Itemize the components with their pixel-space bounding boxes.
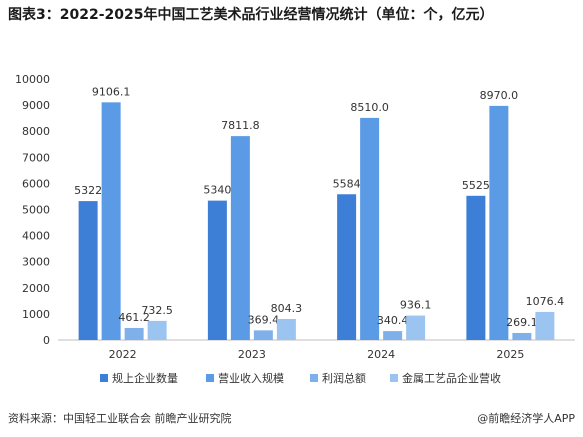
bar	[383, 331, 403, 340]
y-tick-label: 4000	[22, 230, 50, 243]
bar	[101, 102, 121, 341]
data-label: 8970.0	[480, 89, 519, 102]
data-label: 936.1	[400, 299, 432, 312]
bar	[230, 136, 250, 340]
data-label: 1076.4	[526, 295, 565, 308]
bar	[147, 320, 167, 340]
bar	[337, 194, 357, 340]
data-label: 9106.1	[92, 85, 131, 98]
data-label: 269.1	[506, 316, 538, 329]
x-tick-label: 2022	[109, 348, 137, 361]
data-label: 5322	[74, 184, 102, 197]
bar	[78, 201, 98, 340]
source-note: 资料来源：中国轻工业联合会 前瞻产业研究院	[8, 412, 232, 425]
x-tick-label: 2025	[496, 348, 524, 361]
data-label: 7811.8	[221, 119, 260, 132]
y-tick-label: 1000	[22, 308, 50, 321]
bar-chart: 0 1000 2000 3000 4000 5000 6000 7000 8000 9000 100…	[15, 73, 575, 385]
data-label: 804.3	[271, 302, 303, 315]
legend-label: 利润总额	[322, 371, 366, 385]
y-tick-label: 3000	[22, 256, 50, 269]
footer: 资料来源：中国轻工业联合会 前瞻产业研究院 @前瞻经济学人APP	[8, 410, 575, 426]
legend-label: 金属工艺品企业营收	[402, 371, 501, 385]
data-label: 8510.0	[350, 101, 389, 114]
bar	[124, 327, 144, 340]
x-tick-label: 2024	[367, 348, 395, 361]
data-label: 5340	[203, 184, 231, 197]
bar	[535, 311, 555, 340]
legend-label: 规上企业数量	[112, 371, 178, 385]
legend-swatch	[390, 374, 398, 382]
chart-title: 图表3：2022-2025年中国工艺美术品行业经营情况统计（单位：个，亿元）	[8, 7, 494, 23]
legend-swatch	[206, 374, 214, 382]
y-tick-label: 6000	[22, 177, 50, 190]
data-label: 5525	[462, 179, 490, 192]
x-tick-label: 2023	[238, 348, 266, 361]
y-tick-label: 8000	[22, 125, 50, 138]
bar	[207, 200, 227, 340]
data-label: 732.5	[141, 304, 173, 317]
brand-credit: @前瞻经济学人APP	[477, 412, 575, 425]
y-tick-label: 0	[43, 334, 50, 347]
bar	[512, 332, 532, 340]
bar	[489, 105, 509, 341]
bar	[360, 117, 380, 340]
y-tick-label: 7000	[22, 151, 50, 164]
legend-swatch	[100, 374, 108, 382]
data-label: 340.4	[377, 314, 409, 327]
data-label: 5584	[333, 177, 361, 190]
y-tick-label: 10000	[15, 73, 50, 86]
bar	[276, 319, 296, 340]
data-label: 461.2	[118, 311, 150, 324]
bar	[406, 315, 426, 340]
bar	[253, 330, 273, 340]
y-tick-label: 9000	[22, 99, 50, 112]
y-tick-label: 5000	[22, 204, 50, 217]
bar	[466, 195, 486, 340]
legend-label: 营业收入规模	[218, 371, 284, 385]
data-label: 369.4	[248, 313, 280, 326]
legend-swatch	[310, 374, 318, 382]
y-tick-label: 2000	[22, 282, 50, 295]
